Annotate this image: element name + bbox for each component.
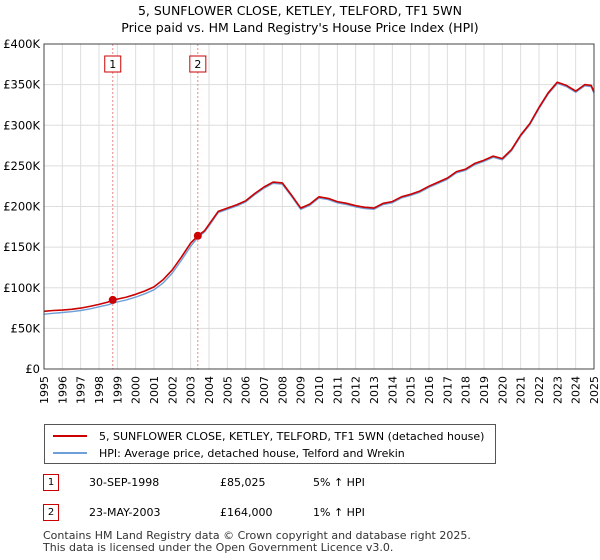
sale-point xyxy=(108,295,117,304)
price-paid-line xyxy=(43,81,595,313)
x-tick-label: 1998 xyxy=(93,376,106,404)
sale-marker-box xyxy=(189,55,207,73)
legend-swatch-hpi xyxy=(53,452,87,454)
x-tick-label: 2011 xyxy=(331,376,344,404)
plot-border xyxy=(43,43,595,370)
sale-row: 1 30-SEP-1998 £85,025 5% ↑ HPI xyxy=(43,472,365,492)
chart-title: 5, SUNFLOWER CLOSE, KETLEY, TELFORD, TF1… xyxy=(0,2,600,36)
x-tick-label: 2019 xyxy=(478,376,491,404)
sale-marker-box xyxy=(104,55,122,73)
legend: 5, SUNFLOWER CLOSE, KETLEY, TELFORD, TF1… xyxy=(44,424,496,464)
hpi-line xyxy=(43,82,595,315)
x-tick-label: 2008 xyxy=(276,376,289,404)
x-tick-label: 2005 xyxy=(221,376,234,404)
sale-marker-label: 1 xyxy=(109,58,116,71)
sale-date: 30-SEP-1998 xyxy=(89,475,160,489)
x-tick-label: 2013 xyxy=(368,376,381,404)
footer: Contains HM Land Registry data © Crown c… xyxy=(43,530,471,554)
x-tick-label: 2016 xyxy=(423,376,436,404)
chart-title-line2: Price paid vs. HM Land Registry's House … xyxy=(121,20,479,35)
x-tick-label: 2001 xyxy=(148,376,161,404)
legend-swatch-price xyxy=(53,435,87,437)
sale-price: £85,025 xyxy=(220,475,266,489)
x-tick-label: 2015 xyxy=(405,376,418,404)
x-tick-label: 2007 xyxy=(258,376,271,404)
legend-label-hpi: HPI: Average price, detached house, Telf… xyxy=(99,446,405,460)
y-tick-label: £50K xyxy=(11,321,41,335)
sale-row: 2 23-MAY-2003 £164,000 1% ↑ HPI xyxy=(43,502,365,522)
x-tick-label: 1999 xyxy=(111,376,124,404)
x-tick-label: 2012 xyxy=(350,376,363,404)
x-tick-label: 2017 xyxy=(441,376,454,404)
x-tick-label: 2014 xyxy=(386,376,399,404)
footer-line1: Contains HM Land Registry data © Crown c… xyxy=(43,529,471,542)
chart-title-line1: 5, SUNFLOWER CLOSE, KETLEY, TELFORD, TF1… xyxy=(137,3,463,18)
x-tick-label: 2009 xyxy=(295,376,308,404)
legend-item-hpi: HPI: Average price, detached house, Telf… xyxy=(53,445,405,461)
x-tick-label: 2010 xyxy=(313,376,326,404)
x-tick-label: 1997 xyxy=(75,376,88,404)
legend-label-price: 5, SUNFLOWER CLOSE, KETLEY, TELFORD, TF1… xyxy=(99,429,485,443)
y-tick-label: £250K xyxy=(3,159,40,173)
y-tick-label: £400K xyxy=(3,37,40,51)
x-tick-label: 2021 xyxy=(515,376,528,404)
sale-marker-label: 2 xyxy=(194,58,201,71)
sale-hpi-change: 5% ↑ HPI xyxy=(313,475,365,489)
sale-hpi-change: 1% ↑ HPI xyxy=(313,505,365,519)
x-tick-label: 2025 xyxy=(588,376,600,404)
x-tick-label: 2018 xyxy=(460,376,473,404)
y-tick-label: £0 xyxy=(25,362,40,376)
x-tick-label: 2002 xyxy=(166,376,179,404)
y-tick-label: £100K xyxy=(3,281,40,295)
x-tick-label: 1995 xyxy=(38,376,51,404)
sale-marker-badge: 1 xyxy=(43,473,59,491)
sale-marker-badge: 2 xyxy=(43,503,59,521)
y-tick-label: £350K xyxy=(3,78,40,92)
x-tick-label: 2022 xyxy=(533,376,546,404)
x-tick-label: 2000 xyxy=(130,376,143,404)
y-tick-label: £300K xyxy=(3,118,40,132)
x-tick-label: 2024 xyxy=(570,376,583,404)
x-tick-label: 1996 xyxy=(56,376,69,404)
y-tick-label: £150K xyxy=(3,240,40,254)
x-tick-label: 2006 xyxy=(240,376,253,404)
legend-item-price: 5, SUNFLOWER CLOSE, KETLEY, TELFORD, TF1… xyxy=(53,428,484,444)
x-tick-label: 2020 xyxy=(496,376,509,404)
x-tick-label: 2004 xyxy=(203,376,216,404)
sale-point xyxy=(193,231,202,240)
footer-line2: This data is licensed under the Open Gov… xyxy=(43,541,394,554)
x-tick-label: 2003 xyxy=(185,376,198,404)
y-tick-label: £200K xyxy=(3,200,40,214)
chart-plot: 1995 1996 1997 1998 1999 2000 2001 2002 2003 2004… xyxy=(3,37,600,404)
sale-date: 23-MAY-2003 xyxy=(89,505,161,519)
sale-price: £164,000 xyxy=(220,505,273,519)
x-tick-label: 2023 xyxy=(551,376,564,404)
